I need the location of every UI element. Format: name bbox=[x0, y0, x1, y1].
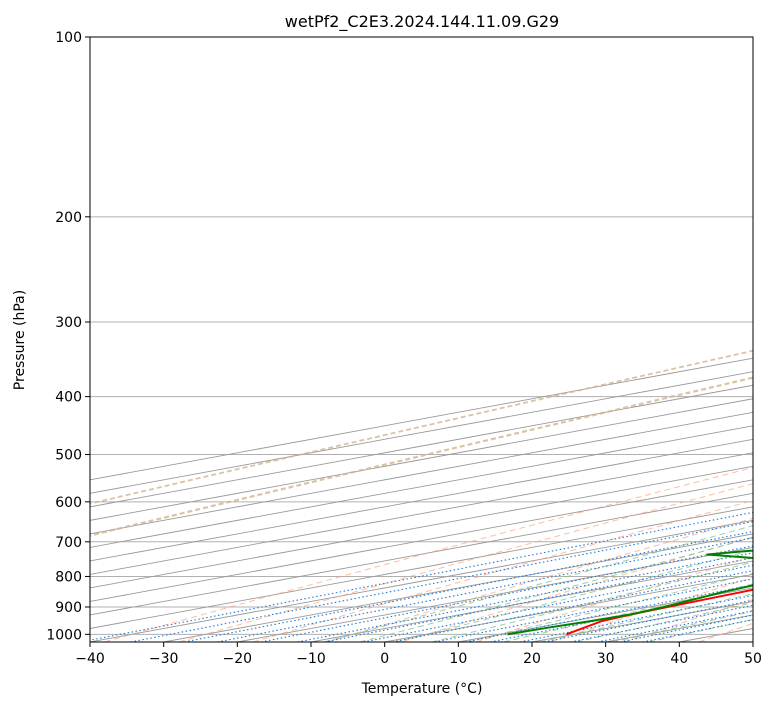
y-tick-label: 800 bbox=[55, 569, 82, 585]
isotherm-line bbox=[679, 628, 753, 642]
x-tick-label: 20 bbox=[523, 651, 541, 667]
mixing-ratio-line bbox=[324, 557, 753, 642]
dry-adiabat-line bbox=[178, 483, 753, 642]
y-tick-label: 500 bbox=[55, 448, 82, 464]
x-tick-label: −40 bbox=[75, 651, 105, 667]
isotherm-line bbox=[90, 506, 753, 629]
isotherm-line bbox=[90, 438, 753, 562]
y-tick-label: 100 bbox=[55, 30, 82, 46]
x-tick-label: −10 bbox=[296, 651, 326, 667]
moist-adiabat-line bbox=[648, 619, 753, 642]
y-tick-label: 900 bbox=[55, 600, 82, 616]
isotherm-line bbox=[90, 425, 753, 548]
moist-adiabat-line bbox=[467, 572, 753, 642]
chart-title: wetPf2_C2E3.2024.144.11.09.G29 bbox=[285, 12, 559, 32]
isotherm-line bbox=[90, 479, 753, 602]
plot-frame bbox=[89, 36, 754, 643]
x-tick-label: 30 bbox=[597, 651, 615, 667]
isotherm-line bbox=[237, 546, 753, 642]
mixing-ratio-line bbox=[392, 570, 753, 642]
x-tick-label: 50 bbox=[744, 651, 762, 667]
isotherm-line bbox=[90, 519, 753, 642]
y-tick-label: 1000 bbox=[46, 627, 82, 643]
y-axis: 100 200 300 400 500 600 700 800 900 1000 bbox=[46, 30, 90, 643]
mixing-ratio-line bbox=[217, 537, 753, 642]
dry-adiabat-line bbox=[475, 555, 753, 642]
y-tick-label: 400 bbox=[55, 390, 82, 406]
y-tick-label: 300 bbox=[55, 315, 82, 331]
moist-adiabat-line bbox=[323, 525, 753, 642]
x-tick-label: 40 bbox=[670, 651, 688, 667]
isotherm-line bbox=[310, 560, 753, 642]
x-tick-label: −30 bbox=[149, 651, 179, 667]
isotherm-line bbox=[384, 573, 753, 642]
isotherm-line bbox=[458, 587, 753, 642]
y-tick-label: 600 bbox=[55, 495, 82, 511]
mixing-ratio-line bbox=[363, 564, 753, 642]
x-axis-title: Temperature (°C) bbox=[361, 681, 483, 697]
mixing-ratio-line bbox=[297, 552, 753, 642]
isotherm-line bbox=[163, 533, 753, 642]
isotherm-line bbox=[90, 492, 753, 616]
isotherm-line bbox=[752, 641, 753, 642]
mixing-ratio-line bbox=[260, 545, 753, 642]
x-axis: −40 −30 −20 −10 0 10 20 30 40 50 bbox=[75, 642, 762, 667]
moist-adiabat-line bbox=[359, 537, 753, 642]
dry-adiabat-line bbox=[252, 500, 753, 642]
y-tick-label: 700 bbox=[55, 535, 82, 551]
mixing-ratio-line bbox=[90, 511, 753, 641]
mixing-ratio-line bbox=[184, 530, 753, 642]
plot-background bbox=[90, 37, 753, 642]
x-tick-label: −20 bbox=[223, 651, 253, 667]
y-tick-label: 200 bbox=[55, 210, 82, 226]
isotherm-line bbox=[90, 465, 753, 589]
y-axis-title: Pressure (hPa) bbox=[12, 290, 28, 390]
x-tick-label: 0 bbox=[380, 651, 389, 667]
dry-adiabat-line bbox=[327, 517, 753, 642]
mixing-ratio-line bbox=[434, 578, 753, 642]
isotherm-line bbox=[90, 452, 753, 575]
temperature-profile-line bbox=[566, 588, 753, 636]
x-tick-label: 10 bbox=[449, 651, 467, 667]
dry-adiabat-line bbox=[401, 536, 753, 642]
